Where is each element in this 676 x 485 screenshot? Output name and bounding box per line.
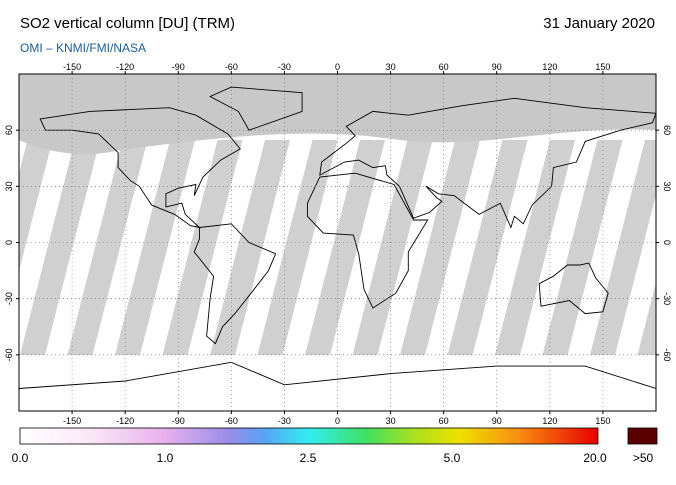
lon-label-bottom: -30: [278, 416, 291, 426]
lat-label-right: -30: [662, 292, 672, 305]
lat-label-right: -60: [662, 348, 672, 361]
lon-label-top: 150: [595, 62, 610, 72]
lon-label-bottom: 60: [439, 416, 449, 426]
lon-label-bottom: -90: [172, 416, 185, 426]
date: 31 January 2020: [543, 15, 655, 32]
lon-label-top: 0: [335, 62, 340, 72]
lon-label-top: 30: [386, 62, 396, 72]
colorbar-label: 2.5: [300, 451, 317, 465]
lon-label-bottom: -120: [116, 416, 134, 426]
colorbar-label: 5.0: [444, 451, 461, 465]
lat-label-left: -30: [4, 292, 14, 305]
colorbar-label: 1.0: [157, 451, 174, 465]
lat-label-left: 30: [4, 181, 14, 191]
colorbar-label: 0.0: [12, 451, 29, 465]
lon-label-bottom: 150: [595, 416, 610, 426]
colorbar-label: 20.0: [583, 451, 607, 465]
lon-label-bottom: -150: [63, 416, 81, 426]
lat-label-right: 60: [662, 125, 672, 135]
lon-label-top: 90: [492, 62, 502, 72]
lon-label-top: 120: [542, 62, 557, 72]
colorbar: [20, 428, 598, 444]
lon-label-top: -120: [116, 62, 134, 72]
lon-label-bottom: 30: [386, 416, 396, 426]
map: [0, 74, 676, 411]
lat-label-left: 60: [4, 125, 14, 135]
title: SO2 vertical column [DU] (TRM): [20, 15, 235, 32]
lon-label-bottom: -60: [225, 416, 238, 426]
lon-label-top: -90: [172, 62, 185, 72]
lon-label-bottom: 90: [492, 416, 502, 426]
colorbar-overflow: [628, 428, 657, 444]
colorbar-label: >50: [633, 451, 654, 465]
lon-label-top: -60: [225, 62, 238, 72]
lat-label-left: 0: [4, 240, 14, 245]
swath-gap: [0, 140, 5, 355]
lon-label-top: -30: [278, 62, 291, 72]
source: OMI – KNMI/FMI/NASA: [20, 41, 146, 55]
lat-label-right: 30: [662, 181, 672, 191]
lon-label-top: 60: [439, 62, 449, 72]
lon-label-top: -150: [63, 62, 81, 72]
lat-label-left: -60: [4, 348, 14, 361]
lat-label-right: 0: [662, 240, 672, 245]
lon-label-bottom: 0: [335, 416, 340, 426]
lon-label-bottom: 120: [542, 416, 557, 426]
